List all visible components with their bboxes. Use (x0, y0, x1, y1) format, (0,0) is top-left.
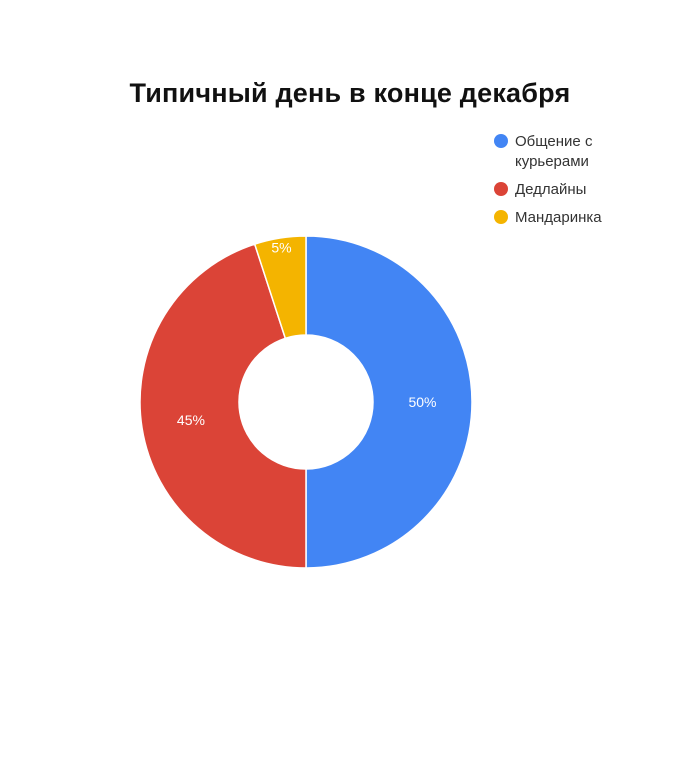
slice-label-mandarin: 5% (271, 239, 291, 255)
slice-label-deadlines: 45% (177, 412, 205, 428)
legend-label-deadlines: Дедлайны (515, 181, 587, 198)
chart-legend: Общение с курьерами Дедлайны Мандаринка (494, 132, 664, 236)
legend-label-mandarin: Мандаринка (515, 209, 602, 226)
legend-swatch-couriers (494, 134, 508, 148)
legend-swatch-deadlines (494, 182, 508, 196)
donut-slice-mandarin (253, 235, 307, 340)
donut-slices (139, 235, 473, 569)
legend-item-deadlines: Дедлайны (494, 180, 664, 200)
legend-swatch-mandarin (494, 210, 508, 224)
slice-label-couriers: 50% (408, 394, 436, 410)
chart-title: Типичный день в конце декабря (129, 78, 571, 108)
donut-slice-deadlines (139, 243, 307, 569)
donut-slice-couriers (305, 235, 473, 569)
legend-item-couriers: Общение с курьерами (494, 132, 664, 172)
legend-item-mandarin: Мандаринка (494, 208, 664, 228)
legend-label-couriers: Общение с курьерами (515, 133, 593, 170)
donut-slice-labels: 50% 45% 5% (177, 239, 437, 428)
